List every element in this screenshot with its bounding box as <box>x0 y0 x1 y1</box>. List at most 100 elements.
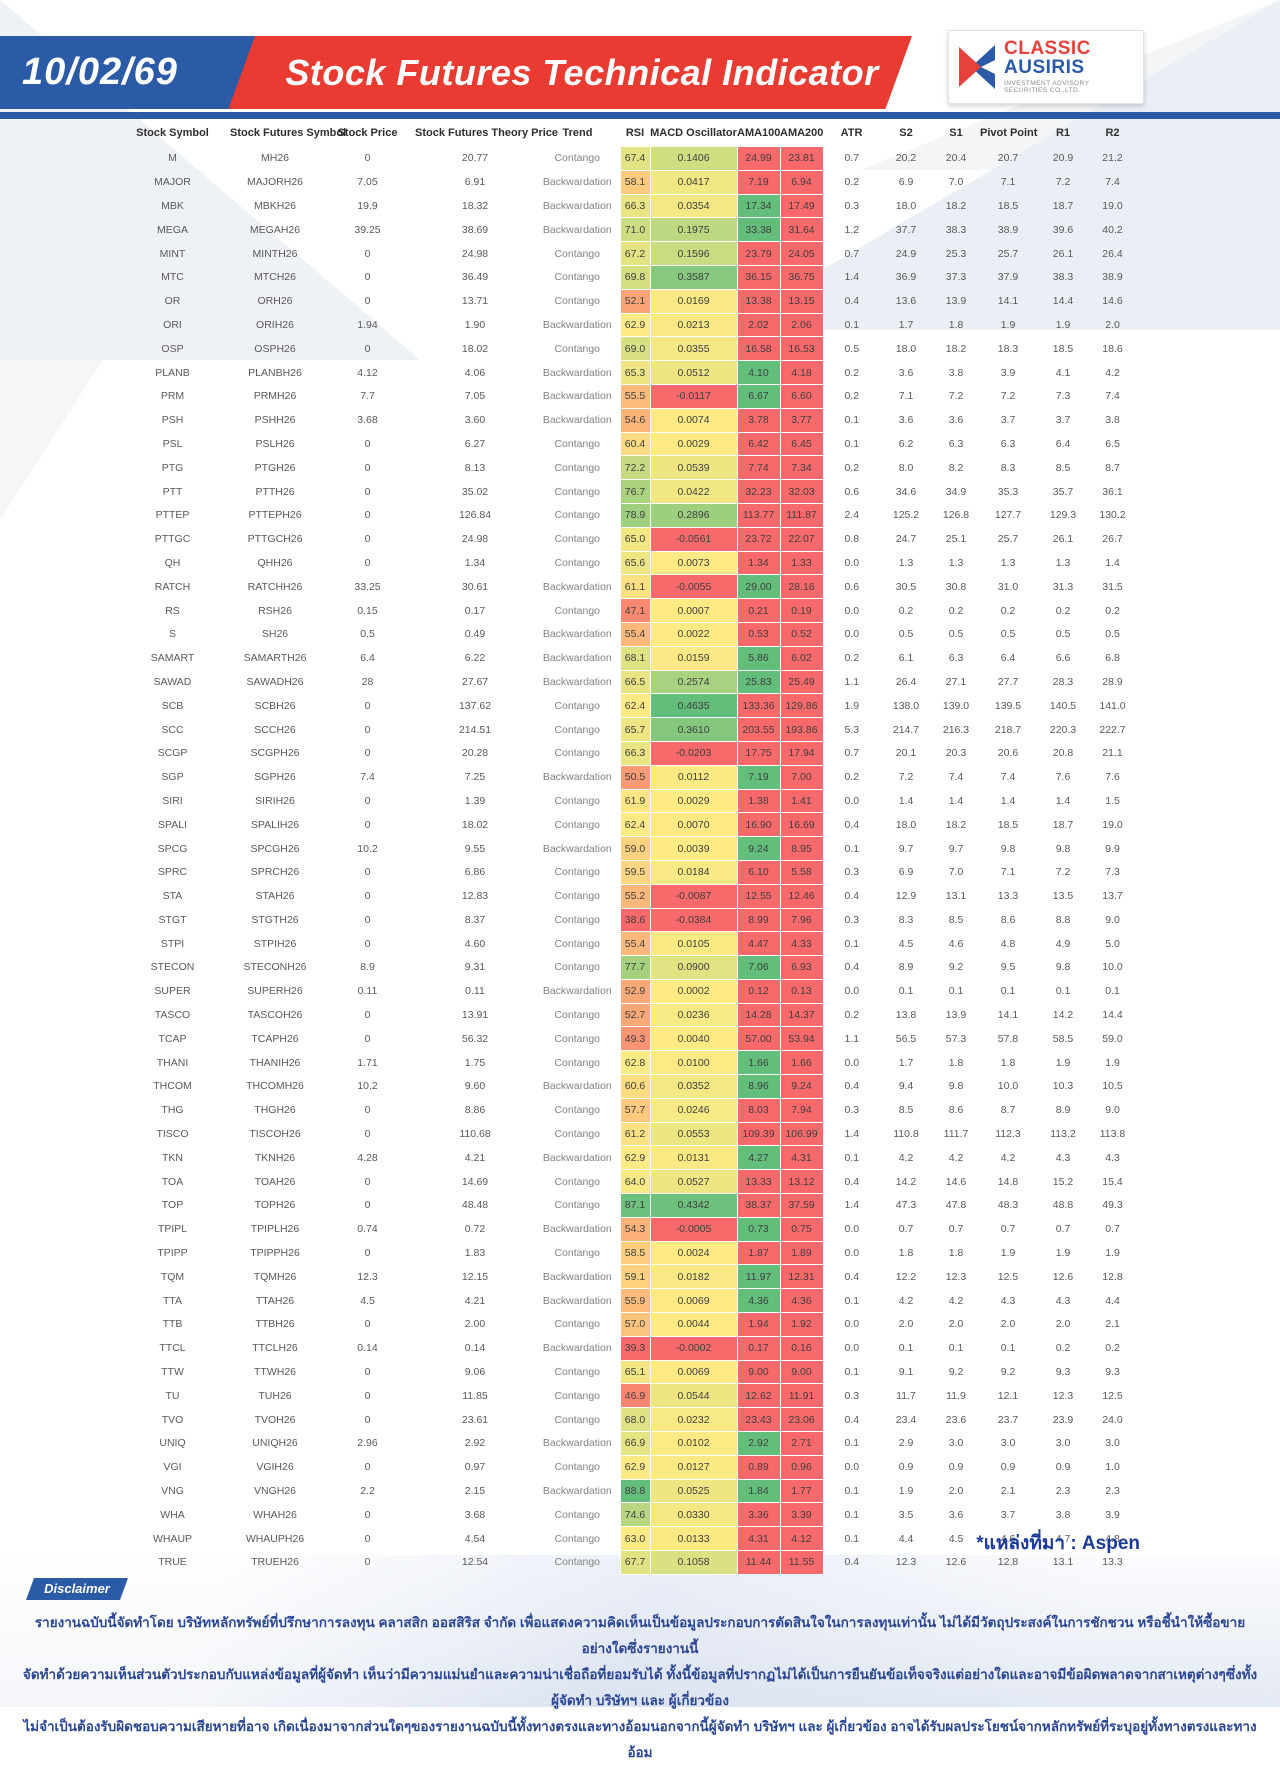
rsi-cell: 58.1 <box>619 169 651 195</box>
r1-cell: 7.2 <box>1055 176 1071 189</box>
r1-cell: 26.1 <box>1052 247 1074 260</box>
futures-symbol-cell: TKNH26 <box>254 1151 296 1164</box>
ama100-cell: 8.96 <box>736 1074 781 1099</box>
theory-price-cell: 1.90 <box>464 318 486 331</box>
stock-price-cell: 19.9 <box>357 199 378 212</box>
stock-price-cell: 0 <box>364 1413 371 1426</box>
r1-cell: 8.9 <box>1055 1104 1071 1117</box>
stock-symbol-cell: SCGP <box>157 747 188 760</box>
r2-cell: 4.2 <box>1105 366 1120 379</box>
r1-cell: 4.7 <box>1055 1532 1071 1545</box>
table-row: SPRC SPRCH26 0 6.86 Contango 59.5 0.0184 6.10 5.… <box>115 859 1135 885</box>
r2-cell: 21.1 <box>1102 747 1123 760</box>
r1-cell: 9.8 <box>1055 842 1071 855</box>
rsi-cell: 55.2 <box>619 883 651 909</box>
pivot-point-cell: 38.9 <box>997 223 1019 236</box>
ama200-cell: 8.95 <box>779 836 824 861</box>
theory-price-cell: 9.31 <box>464 961 486 974</box>
macd-cell: 0.0354 <box>649 193 738 219</box>
futures-symbol-cell: SGPH26 <box>254 771 296 784</box>
ama200-cell: 7.96 <box>779 907 824 933</box>
r2-cell: 59.0 <box>1102 1032 1123 1045</box>
stock-price-cell: 7.05 <box>357 176 378 189</box>
pivot-point-cell: 18.5 <box>997 199 1019 212</box>
stock-symbol-cell: STA <box>162 890 183 903</box>
pivot-point-cell: 1.9 <box>1000 318 1016 331</box>
stock-symbol-cell: TTA <box>162 1294 183 1307</box>
r1-cell: 12.6 <box>1052 1270 1074 1283</box>
stock-price-cell: 0 <box>364 461 371 474</box>
futures-symbol-cell: TCAPH26 <box>251 1032 299 1045</box>
ama200-cell: 7.00 <box>779 764 824 790</box>
ama100-cell: 2.92 <box>736 1431 781 1456</box>
rsi-cell: 66.9 <box>619 1431 651 1456</box>
theory-price-cell: 12.15 <box>461 1270 489 1283</box>
ama100-cell: 25.83 <box>736 669 781 695</box>
macd-cell: 0.0039 <box>649 836 738 861</box>
r2-cell: 2.1 <box>1105 1318 1120 1331</box>
s2-cell: 6.2 <box>898 437 914 450</box>
ama100-cell: 4.10 <box>736 360 781 385</box>
column-header: Stock Futures Symbol <box>230 127 347 140</box>
stock-symbol-cell: STGT <box>158 913 187 926</box>
atr-cell: 0.2 <box>844 771 860 784</box>
s2-cell: 23.4 <box>895 1413 917 1426</box>
theory-price-cell: 20.28 <box>461 747 489 760</box>
stock-symbol-cell: SAWAD <box>153 675 192 688</box>
r2-cell: 1.0 <box>1105 1461 1120 1474</box>
s1-cell: 25.1 <box>945 533 967 546</box>
theory-price-cell: 137.62 <box>458 699 492 712</box>
table-row: SPCG SPCGH26 10.2 9.55 Backwardation 59.0 0.00… <box>115 836 1135 861</box>
s1-cell: 3.6 <box>948 414 964 427</box>
trend-cell: Backwardation <box>542 580 612 593</box>
s1-cell: 9.8 <box>948 1080 964 1093</box>
pivot-point-cell: 14.1 <box>997 295 1019 308</box>
ama200-cell: 1.77 <box>779 1478 824 1504</box>
r1-cell: 129.3 <box>1049 509 1077 522</box>
table-body: M MH26 0 20.77 Contango 67.4 0.1406 24.99 23.81 0… <box>115 146 1135 1575</box>
trend-cell: Backwardation <box>542 985 612 998</box>
ama100-cell: 1.94 <box>736 1312 781 1337</box>
ama100-cell: 7.19 <box>736 169 781 195</box>
ama100-cell: 4.36 <box>736 1288 781 1314</box>
trend-cell: Contango <box>554 937 601 950</box>
ama200-cell: 106.99 <box>779 1121 824 1147</box>
rsi-cell: 66.5 <box>619 669 651 695</box>
ama100-cell: 6.67 <box>736 383 781 409</box>
macd-cell: 0.0100 <box>649 1050 738 1076</box>
pivot-point-cell: 12.8 <box>997 1556 1019 1569</box>
stock-price-cell: 4.28 <box>357 1151 378 1164</box>
ama100-cell: 113.77 <box>736 502 781 528</box>
macd-cell: 0.0029 <box>649 788 738 814</box>
atr-cell: 1.4 <box>844 1128 860 1141</box>
ama200-cell: 0.52 <box>779 621 824 647</box>
s1-cell: 126.8 <box>942 509 970 522</box>
theory-price-cell: 24.98 <box>461 533 489 546</box>
rsi-cell: 59.1 <box>619 1264 651 1290</box>
atr-cell: 0.0 <box>844 1342 860 1355</box>
macd-cell: 0.0024 <box>649 1240 738 1266</box>
rsi-cell: 74.6 <box>619 1502 651 1528</box>
r2-cell: 9.0 <box>1105 913 1120 926</box>
ama200-cell: 0.13 <box>779 978 824 1004</box>
stock-price-cell: 0 <box>364 556 371 569</box>
company-logo: CLASSIC AUSIRIS INVESTMENT ADVISORY SECU… <box>948 30 1144 104</box>
ama100-cell: 16.90 <box>736 812 781 838</box>
s1-cell: 3.6 <box>948 1508 964 1521</box>
stock-symbol-cell: WHA <box>160 1508 185 1521</box>
rsi-cell: 67.2 <box>619 241 651 266</box>
r2-cell: 3.9 <box>1105 1508 1120 1521</box>
ama100-cell: 17.34 <box>736 193 781 219</box>
macd-cell: 0.2574 <box>649 669 738 695</box>
atr-cell: 0.0 <box>844 604 860 617</box>
table-row: THANI THANIH26 1.71 1.75 Contango 62.8 0.0100 1… <box>115 1050 1135 1076</box>
ama100-cell: 11.97 <box>736 1264 781 1290</box>
futures-symbol-cell: STAH26 <box>255 890 295 903</box>
s1-cell: 8.6 <box>948 1104 964 1117</box>
macd-cell: 0.0105 <box>649 931 738 957</box>
atr-cell: 0.1 <box>844 1366 860 1379</box>
stock-price-cell: 0 <box>364 271 371 284</box>
s2-cell: 2.9 <box>898 1437 914 1450</box>
stock-price-cell: 0 <box>364 723 371 736</box>
futures-symbol-cell: STGTH26 <box>251 913 299 926</box>
